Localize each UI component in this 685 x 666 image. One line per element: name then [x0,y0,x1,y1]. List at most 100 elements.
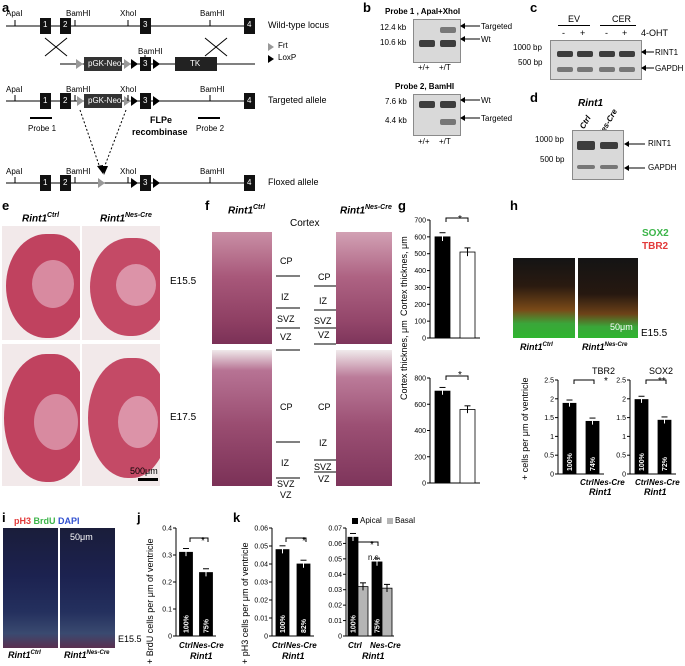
y-tick-label: 0.3 [162,553,172,560]
nescre-genotype-title: Rint1Nes-Cre [582,342,628,352]
y-tick-label: 0.03 [254,580,268,587]
bamhi-site-label: BamHI [66,167,91,176]
exon-number: 2 [63,96,68,105]
exon-box [244,18,255,34]
y-tick-label: 0 [264,634,268,641]
g-significance-top: * [458,214,462,225]
bar-percent-label: 72% [662,456,669,471]
y-tick-label: 2.5 [616,378,626,385]
bar [459,251,476,339]
brain-section-ctrl-e175 [2,344,80,486]
cortex-section-nescre-e155 [336,232,392,344]
y-tick-label: 600 [414,402,426,409]
exon-number: 2 [63,20,68,29]
size-marker: 10.6 kb [380,38,407,47]
y-tick-label: 0.06 [254,526,268,533]
if-image-i-ctrl [3,528,58,648]
k-significance-total: * [302,536,306,547]
zone-label: VZ [280,332,292,342]
y-tick-label: 0.2 [162,580,172,587]
size-marker: 4.4 kb [385,116,407,125]
x-label: Nes-Cre [594,478,625,487]
targeting-schematic [6,18,274,191]
chart-k-total: 0 0.01 0.02 0.03 0.04 0.05 0.06 100% 82% [254,526,314,641]
apai-site-label: ApaI [6,85,23,94]
ctrl-genotype-title: Rint1Ctrl [22,212,60,225]
h-ylabel: + cells per μm of ventricle [520,377,530,480]
targeted-allele-label: Targeted allele [268,95,327,105]
zone-boundaries-top [276,275,336,351]
y-tick-label: 1.5 [544,415,554,422]
x-gene-label: Rint1 [362,651,385,661]
chart-g-top: 0 100 200 300 400 500 600 700 [414,217,480,343]
y-tick-label: 0 [338,634,342,641]
frt-legend-label: Frt [278,41,288,50]
y-tick-label: 800 [414,376,426,383]
bamhi-site-label: BamHI [200,167,225,176]
panel-label-i: i [2,510,6,525]
targeted-band-label: Targeted [481,114,513,123]
pgk-neo-label: pGK-Neo [88,59,122,68]
y-tick-label: 0.04 [254,562,268,569]
y-tick-label: 0.5 [616,453,626,460]
y-tick-label: 0.02 [328,603,342,610]
bp-marker: 500 bp [540,155,565,164]
chart-g-bottom: 0 200 400 600 800 [414,375,480,488]
x-gene-label: Rint1 [282,651,305,661]
recombinase-label: recombinase [132,127,188,137]
significance-bracket [445,217,469,222]
pgk-neo-label: pGK-Neo [88,96,122,105]
h-bar-charts: 0 0.5 1 1.5 2 2.5 100% 74% 0 0.5 1 1.5 2 2.5 100% 72% [544,378,676,479]
significance-bracket [645,379,667,384]
y-tick-label: 400 [414,268,426,275]
xhoi-site-label: XhoI [120,9,137,18]
targeted-band-label: Targeted [481,22,513,31]
y-tick-label: 0 [422,336,426,343]
lane-label: +/T [439,137,451,146]
panel-label-e: e [2,198,10,213]
y-tick-label: 0.01 [328,618,342,625]
cortex-label: Cortex [290,218,320,229]
y-tick-label: 1.5 [616,415,626,422]
loxp-legend-label: LoxP [278,53,297,62]
zone-label: SVZ [277,314,295,324]
nescre-genotype-title: Rint1Nes-Cre [100,212,152,225]
rtpcr-gel-d [572,130,624,180]
h-stage-label: E15.5 [641,328,668,339]
y-tick-label: 0 [622,472,626,479]
cortex-section-ctrl-e175 [212,350,272,486]
zone-label: IZ [319,296,327,306]
bar-percent-label: 82% [301,618,308,633]
probe2-blot-title: Probe 2, BamHI [395,82,455,91]
exon-number: 3 [143,178,148,187]
cortex-section-nescre-e175 [336,350,392,486]
band-arrows [641,49,654,71]
j-bar-chart: 0 0.1 0.2 0.3 0.4 100% 75% [162,526,216,641]
zone-label: CP [318,272,331,282]
probe2-label: Probe 2 [196,124,225,133]
gapdh-band-label: GAPDH [648,163,677,172]
if-image-nescre [578,258,638,338]
southern-blot-probe1 [413,19,461,63]
x-label: Ctrl [635,478,649,487]
y-tick-label: 700 [414,218,426,225]
zone-label: CP [280,256,293,266]
y-tick-label: 500 [414,251,426,258]
y-tick-label: 0.5 [544,453,554,460]
g-significance-bottom: * [458,370,462,381]
panel-label-a: a [2,0,10,15]
ctrl-lane-label: Ctrl [578,114,593,131]
exon-number: 4 [247,178,252,187]
g-ylabel-top: Cortex thicknes, μm [399,236,409,316]
lane-sign: - [605,28,608,38]
significance-bracket [445,375,469,380]
exon-number: 4 [247,20,252,29]
lane-label: +/+ [418,137,430,146]
bar [434,390,451,484]
bar-percent-label: 100% [351,614,358,633]
sox2-chart-title: SOX2 [649,366,674,376]
y-tick-label: 200 [414,302,426,309]
k-significance-apical: * [370,540,374,551]
bamhi-site-label: BamHI [66,85,91,94]
x-label: Ctrl [272,641,286,650]
